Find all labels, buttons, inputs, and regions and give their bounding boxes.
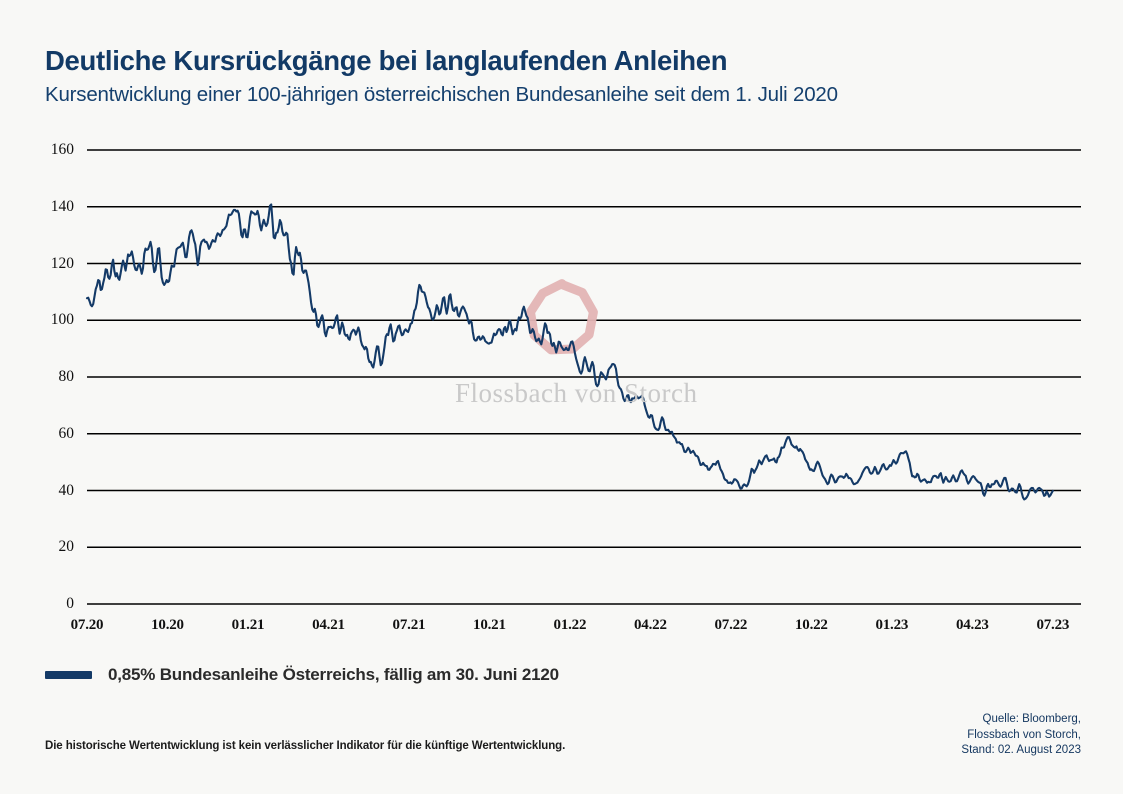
x-axis-tick-label: 10.21 xyxy=(473,617,506,633)
y-axis-tick-label: 20 xyxy=(58,538,75,556)
x-axis-tick-label: 07.23 xyxy=(1036,617,1070,633)
chart-legend: 0,85% Bundesanleihe Österreichs, fällig … xyxy=(45,665,559,685)
page-title: Deutliche Kursrückgänge bei langlaufende… xyxy=(45,45,728,76)
source-note: Quelle: Bloomberg, Flossbach von Storch,… xyxy=(961,712,1081,759)
x-axis-tick-label: 01.22 xyxy=(553,617,587,633)
page-subtitle: Kursentwicklung einer 100-jährigen öster… xyxy=(45,82,838,106)
y-axis-tick-label: 0 xyxy=(66,595,74,612)
y-axis-tick-label: 80 xyxy=(58,368,75,385)
x-axis-tick-label: 04.21 xyxy=(312,617,345,633)
x-axis-tick-label: 10.20 xyxy=(151,617,184,633)
y-axis-tick-label: 160 xyxy=(50,141,74,158)
y-axis-tick-label: 40 xyxy=(58,481,75,499)
y-axis-tick-label: 100 xyxy=(50,311,74,329)
y-axis-tick-label: 120 xyxy=(50,254,74,272)
y-axis-tick-label: 60 xyxy=(58,424,75,442)
chart-header: Deutliche Kursrückgänge bei langlaufende… xyxy=(45,45,1085,107)
source-line-1: Quelle: Bloomberg, xyxy=(982,713,1081,725)
x-axis-tick-label: 01.23 xyxy=(875,617,909,633)
source-line-2: Flossbach von Storch, xyxy=(967,728,1081,741)
x-axis-tick-label: 10.22 xyxy=(794,617,828,633)
x-axis-tick-label: 07.22 xyxy=(714,617,748,633)
legend-swatch xyxy=(45,671,92,679)
legend-label: 0,85% Bundesanleihe Österreichs, fällig … xyxy=(108,665,559,684)
x-axis-tick-label: 04.23 xyxy=(955,617,989,633)
x-axis-tick-label: 04.22 xyxy=(634,617,667,633)
x-axis-tick-label: 01.21 xyxy=(231,617,265,633)
source-line-3: Stand: 02. August 2023 xyxy=(961,744,1081,757)
x-axis-tick-label: 07.21 xyxy=(392,617,426,633)
disclaimer-text: Die historische Wertentwicklung ist kein… xyxy=(45,740,566,752)
x-axis-tick-label: 07.20 xyxy=(70,617,104,633)
y-axis-tick-label: 140 xyxy=(50,197,74,215)
